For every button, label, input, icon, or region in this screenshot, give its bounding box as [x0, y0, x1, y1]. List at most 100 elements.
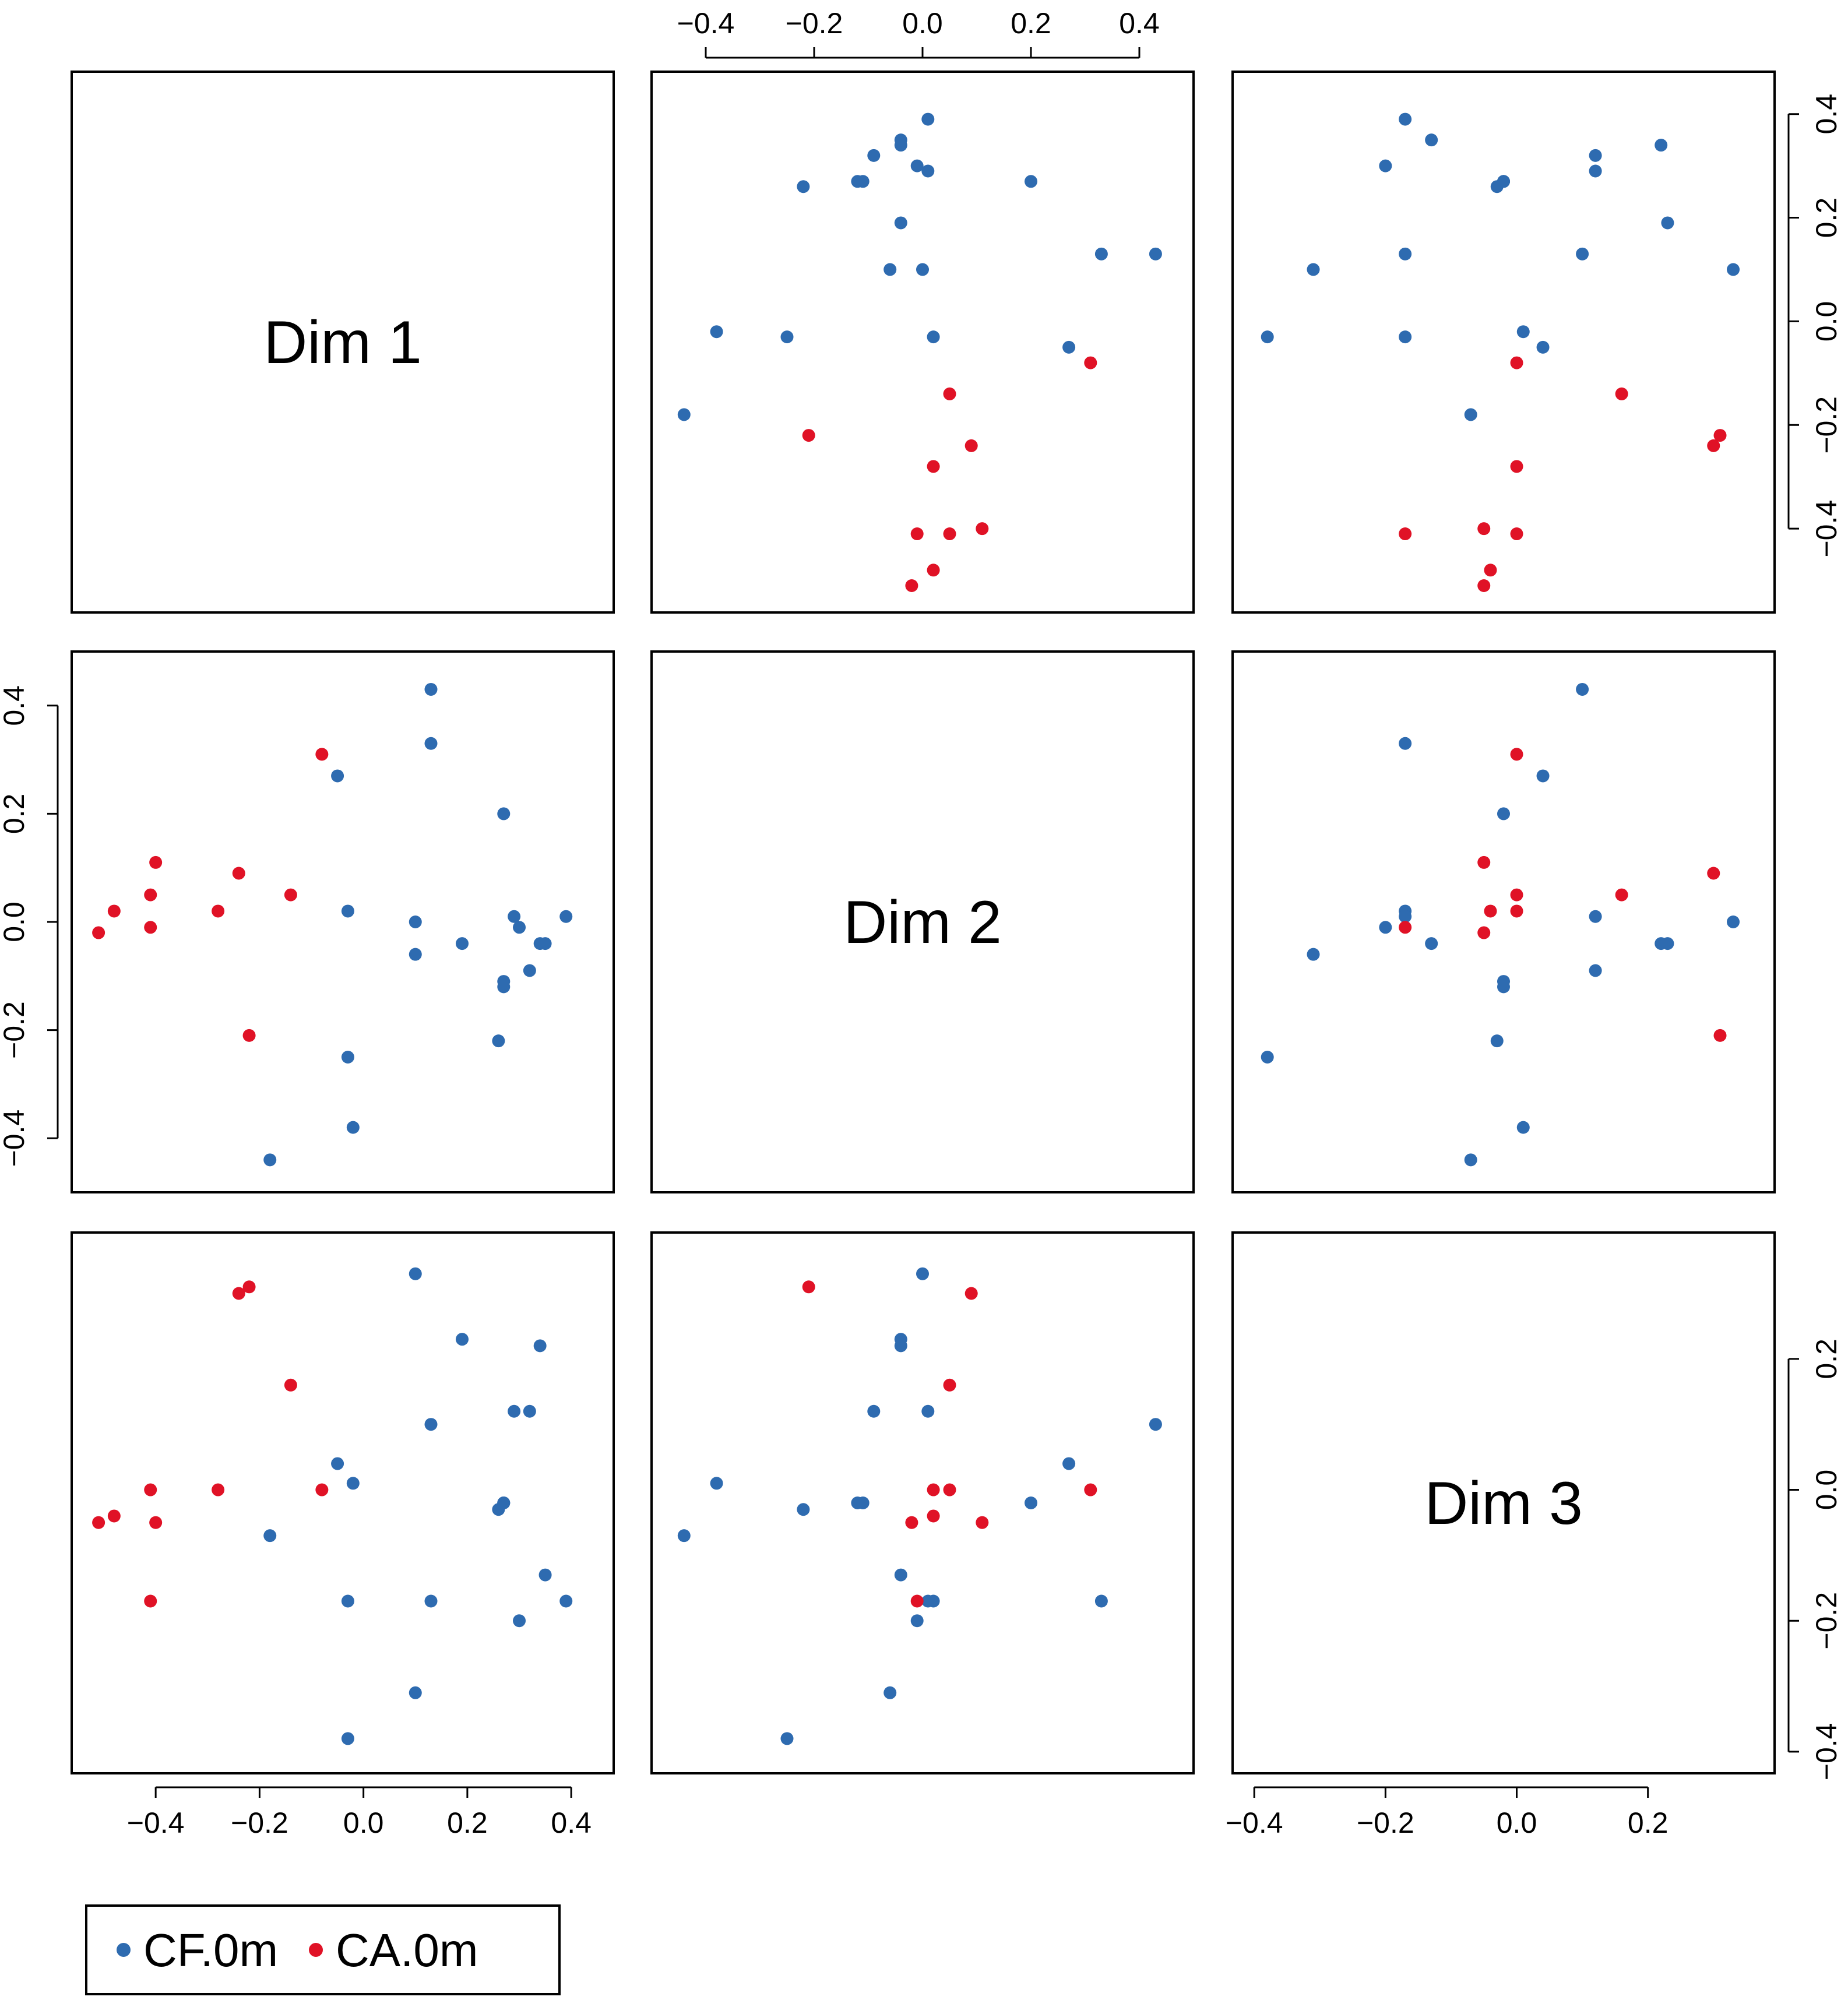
- axis-top-dim2-label-1: −0.2: [786, 7, 843, 40]
- point-r1-c3-0: [1576, 247, 1589, 260]
- point-r2-c1-11: [538, 937, 552, 950]
- point-r3-c1-27: [144, 1594, 157, 1608]
- point-r1-c2-2: [1062, 340, 1076, 354]
- point-r2-c3-2: [1536, 769, 1550, 783]
- point-r2-c3-0: [1576, 682, 1589, 696]
- point-r2-c3-9: [1379, 921, 1392, 934]
- point-r2-c1-17: [346, 1121, 360, 1134]
- point-r2-c3-11: [1425, 937, 1438, 950]
- legend-label-1: CA.0m: [336, 1924, 478, 1976]
- axis-right-dim1-label-1: −0.2: [1810, 396, 1843, 454]
- point-r3-c2-2: [1062, 1457, 1076, 1470]
- point-r1-c3-13: [1589, 149, 1602, 162]
- axis-bottom-dim3-label-0: −0.4: [1226, 1807, 1283, 1839]
- point-r1-c3-1: [1399, 247, 1412, 260]
- panel-r1-c3: [1231, 71, 1776, 614]
- point-r2-c1-4: [341, 904, 354, 918]
- point-r2-c1-21: [149, 855, 163, 869]
- point-r1-c2-19: [856, 175, 870, 188]
- point-r1-c2-0: [1149, 247, 1162, 260]
- point-r1-c3-5: [1727, 263, 1740, 276]
- axis-top-dim2-label-4: 0.4: [1119, 7, 1160, 40]
- point-r2-c3-18: [1464, 1153, 1477, 1167]
- point-r1-c3-24: [1615, 387, 1628, 400]
- point-r3-c1-19: [497, 1497, 511, 1509]
- point-r3-c2-6: [883, 1686, 897, 1699]
- point-r2-c1-27: [144, 921, 157, 934]
- point-r3-c1-11: [538, 1568, 552, 1582]
- point-r3-c1-23: [144, 1483, 157, 1497]
- point-r2-c1-18: [263, 1153, 277, 1167]
- panel-r3-c3: [1231, 1231, 1776, 1774]
- point-r1-c3-22: [1707, 439, 1720, 452]
- point-r1-c3-4: [1399, 330, 1412, 344]
- point-r3-c1-16: [341, 1732, 354, 1745]
- point-r1-c2-29: [802, 429, 815, 442]
- point-r1-c3-7: [1661, 216, 1674, 230]
- point-r2-c3-17: [1516, 1121, 1530, 1134]
- point-r2-c1-3: [497, 807, 511, 821]
- point-r3-c2-21: [976, 1516, 989, 1529]
- axis-bottom-dim1-label-2: 0.0: [343, 1807, 384, 1839]
- point-r2-c1-28: [92, 926, 105, 939]
- legend-label-0: CF.0m: [143, 1924, 278, 1976]
- point-r2-c3-6: [1307, 948, 1320, 961]
- panel-r3-c2: [650, 1231, 1195, 1774]
- point-r1-c2-12: [921, 112, 935, 126]
- point-r3-c1-2: [331, 1457, 344, 1470]
- point-r1-c2-24: [943, 387, 956, 400]
- point-r2-c1-15: [492, 1034, 505, 1048]
- axis-top-dim2-label-3: 0.2: [1011, 7, 1051, 40]
- point-r1-c2-9: [910, 159, 924, 172]
- axis-bottom-dim1-label-3: 0.2: [447, 1807, 488, 1839]
- point-r3-c2-26: [927, 1509, 940, 1523]
- point-r1-c3-19: [1497, 175, 1510, 188]
- point-r2-c1-2: [331, 769, 344, 783]
- point-r3-c2-1: [1094, 1594, 1108, 1608]
- point-r2-c3-1: [1399, 737, 1412, 750]
- point-r3-c1-5: [409, 1267, 422, 1280]
- point-r1-c2-26: [927, 564, 940, 577]
- point-r3-c2-19: [856, 1497, 870, 1509]
- axis-right-dim1-label-4: 0.4: [1810, 94, 1843, 135]
- axis-right-dim1-label-0: −0.4: [1810, 500, 1843, 558]
- axis-bottom-dim3-label-3: 0.2: [1628, 1807, 1669, 1839]
- point-r2-c1-20: [315, 748, 329, 761]
- point-r1-c2-21: [976, 522, 989, 536]
- point-r2-c3-21: [1477, 855, 1491, 869]
- point-r1-c2-7: [894, 216, 907, 230]
- point-r1-c2-25: [927, 460, 940, 473]
- point-r3-c2-27: [910, 1594, 924, 1608]
- point-r3-c1-17: [346, 1477, 360, 1490]
- axis-bottom-dim1-label-1: −0.2: [231, 1807, 288, 1839]
- point-r1-c2-15: [797, 180, 810, 193]
- legend-marker-1: [309, 1943, 323, 1957]
- point-r2-c1-23: [144, 888, 157, 902]
- point-r2-c3-8: [1589, 910, 1602, 923]
- point-r1-c2-23: [943, 527, 956, 541]
- panel-r1-c2: [650, 71, 1195, 614]
- point-r3-c1-28: [92, 1516, 105, 1529]
- point-r3-c1-0: [424, 1418, 438, 1431]
- point-r1-c3-26: [1484, 564, 1497, 577]
- point-r3-c2-3: [1025, 1497, 1037, 1509]
- panel-r2-c2: [650, 650, 1195, 1193]
- axis-top-dim2-label-0: −0.4: [677, 7, 735, 40]
- point-r3-c2-16: [780, 1732, 794, 1745]
- point-r1-c3-6: [1307, 263, 1320, 276]
- point-r1-c3-2: [1536, 340, 1550, 354]
- point-r3-c1-29: [242, 1280, 256, 1294]
- point-r2-c3-20: [1510, 748, 1523, 761]
- point-r1-c2-8: [921, 164, 935, 178]
- point-r1-c3-21: [1477, 522, 1491, 536]
- dim-label-1: Dim 1: [263, 309, 422, 376]
- axis-bottom-dim3-label-1: −0.2: [1357, 1807, 1414, 1839]
- point-r3-c2-13: [867, 1404, 881, 1418]
- axis-right-dim1-label-3: 0.2: [1810, 198, 1843, 238]
- point-r1-c2-20: [1084, 356, 1097, 369]
- point-r3-c1-8: [508, 1404, 521, 1418]
- point-r3-c1-4: [341, 1594, 354, 1608]
- point-r3-c2-10: [894, 1339, 907, 1353]
- axis-left-dim2-label-4: 0.4: [0, 685, 30, 726]
- point-r1-c3-27: [1399, 527, 1412, 541]
